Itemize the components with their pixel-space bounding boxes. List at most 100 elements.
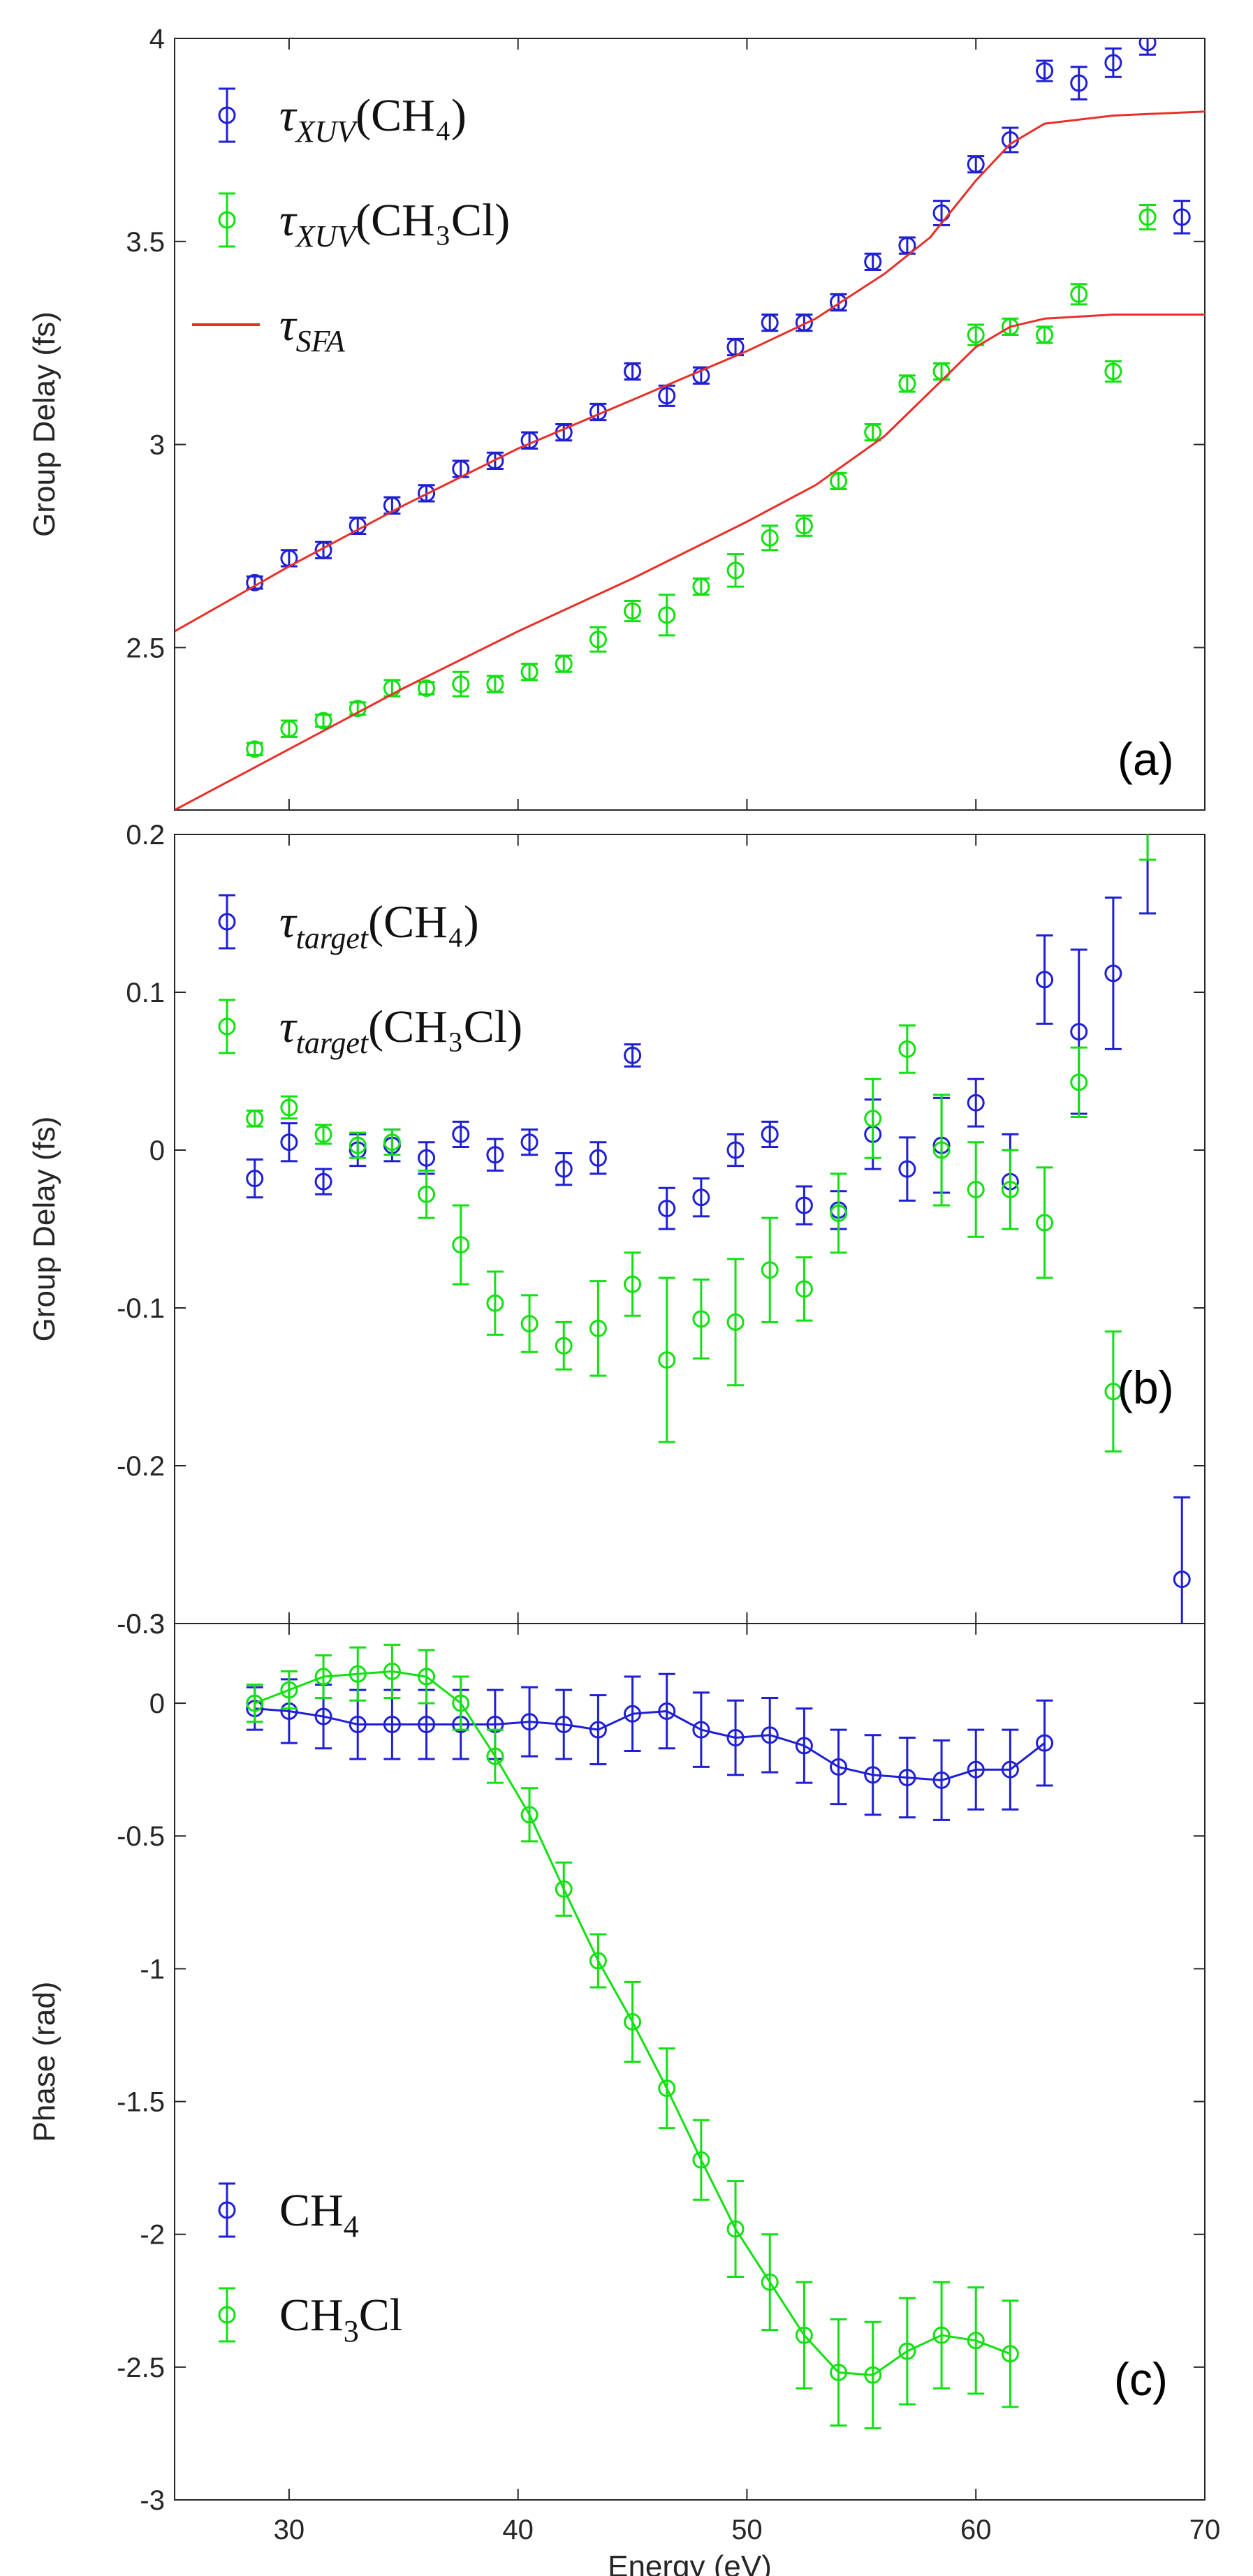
legend-error-bar: [219, 2287, 235, 2343]
data-point: [692, 2151, 710, 2169]
error-bar: [315, 1124, 332, 1145]
error-bar: [692, 1177, 710, 1218]
data-point: [692, 1310, 710, 1328]
data-point: [280, 1098, 298, 1117]
data-point: [280, 720, 298, 738]
error-bar: [589, 1280, 607, 1377]
legend-item: τXUV(CH₃Cl): [218, 192, 510, 253]
sfa-curve: [175, 110, 1205, 633]
error-bar: [864, 1734, 881, 1816]
data-point: [246, 740, 264, 758]
data-point: [726, 338, 745, 356]
data-point: [555, 655, 573, 673]
data-point: [589, 1952, 607, 1970]
x-tick-label: 30: [274, 2515, 305, 2545]
data-point: [246, 1170, 264, 1188]
error-bar: [452, 1675, 469, 1731]
error-bar: [967, 1141, 985, 1238]
data-point: [1036, 1214, 1054, 1232]
panel-tag: (b): [1118, 1362, 1174, 1413]
data-point: [383, 1133, 401, 1151]
data-point: [314, 1707, 332, 1725]
error-bar: [898, 1024, 916, 1074]
legend-item: τtarget(CH₄): [218, 894, 479, 955]
series-1: [246, 1643, 1019, 2429]
legend-item: CH3Cl: [218, 2287, 402, 2348]
error-bar: [898, 1136, 916, 1202]
data-point: [555, 1160, 573, 1178]
data-point: [1036, 326, 1054, 344]
error-bar: [761, 1120, 779, 1148]
error-bar: [1104, 896, 1122, 1050]
y-tick-label: 4: [149, 24, 165, 54]
data-point: [520, 1315, 538, 1333]
data-point: [864, 253, 882, 271]
y-tick-label: -0.1: [117, 1293, 165, 1324]
data-point: [1036, 971, 1054, 989]
error-bar: [864, 1077, 881, 1159]
data-point: [1036, 1734, 1054, 1752]
data-point: [314, 1125, 332, 1143]
error-bar: [727, 1258, 745, 1387]
data-point: [795, 1737, 813, 1755]
data-point: [967, 2332, 985, 2350]
y-axis-label: Phase (rad): [27, 1982, 61, 2142]
error-bar: [692, 1278, 710, 1360]
data-point: [658, 1351, 676, 1369]
y-tick-label: 0: [149, 1135, 165, 1166]
data-layer: [175, 38, 1205, 810]
error-bar: [1036, 934, 1053, 1025]
data-point: [520, 1713, 538, 1731]
data-point: [589, 631, 607, 649]
error-bar: [589, 1694, 607, 1766]
series-0: [246, 1672, 1054, 1821]
error-bar: [658, 2047, 675, 2130]
legend-item: τXUV(CH₄): [218, 87, 467, 149]
x-tick-label: 40: [502, 2515, 534, 2545]
legend-marker: [218, 211, 236, 229]
error-bar: [658, 1672, 675, 1750]
data-point: [314, 712, 332, 730]
error-bar: [1036, 1699, 1053, 1787]
data-point: [726, 1313, 745, 1331]
error-bar: [1070, 66, 1087, 101]
y-tick-label: 0.1: [126, 978, 165, 1008]
data-point: [452, 1125, 470, 1143]
x-tick-label: 50: [731, 2515, 763, 2545]
legend-item: CH4: [218, 2182, 359, 2244]
error-bar: [418, 1141, 435, 1175]
error-bar: [589, 1933, 607, 1989]
series-0: [246, 834, 1191, 1624]
error-bar: [692, 1691, 710, 1768]
y-tick-label: 0.2: [126, 820, 165, 851]
data-point: [349, 1136, 367, 1154]
data-point: [864, 2366, 882, 2384]
legend-label: τXUV(CH₃Cl): [279, 195, 510, 253]
data-point: [383, 496, 401, 515]
data-point: [898, 237, 916, 255]
legend-marker: [218, 1017, 236, 1036]
error-bar: [727, 2180, 745, 2279]
y-tick-label: -2: [140, 2220, 165, 2251]
error-bar: [1104, 47, 1122, 78]
data-point: [418, 1668, 436, 1686]
data-point: [624, 1705, 642, 1723]
data-point: [761, 1125, 779, 1143]
y-tick-label-top: 2: [149, 820, 165, 851]
data-point: [761, 529, 779, 547]
data-point: [932, 362, 951, 381]
error-bar: [933, 2281, 951, 2390]
data-point: [1104, 1383, 1122, 1401]
legend-error-bar: [219, 999, 235, 1054]
data-point: [624, 602, 642, 620]
data-point: [349, 1665, 367, 1683]
data-point: [280, 1133, 298, 1151]
data-point: [555, 1716, 573, 1734]
error-bar: [521, 1686, 538, 1758]
error-bar: [1173, 200, 1191, 235]
error-bar: [280, 1670, 298, 1710]
error-bar: [521, 1787, 538, 1843]
data-point: [795, 517, 813, 535]
error-bar: [864, 2320, 881, 2429]
data-point: [520, 1806, 538, 1824]
